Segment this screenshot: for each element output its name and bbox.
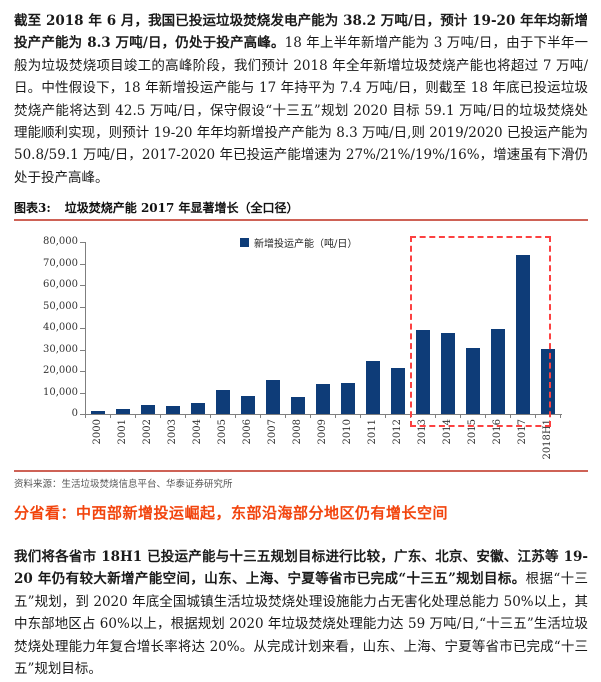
x-axis-tick xyxy=(160,414,161,418)
x-axis-tick xyxy=(110,414,111,418)
bar-2016 xyxy=(490,329,505,414)
paragraph2-bold-lead: 我们将各省市 18H1 已投运产能与十三五规划目标进行比较，广东、北京、安徽、江… xyxy=(14,549,588,588)
chart-legend: 新增投运产能（吨/日） xyxy=(240,235,357,250)
x-axis-label-2011: 2011 xyxy=(366,419,378,445)
bar-2004 xyxy=(190,403,205,414)
x-axis-label-2010: 2010 xyxy=(341,419,353,445)
figure-number-label: 图表3: xyxy=(14,201,51,215)
x-axis-label-2005: 2005 xyxy=(216,419,228,445)
x-axis-label-2002: 2002 xyxy=(141,419,153,445)
y-axis-tick xyxy=(80,393,85,394)
section-heading: 分省看：中西部新增投运崛起，东部沿海部分地区仍有增长空间 xyxy=(14,504,449,522)
x-axis-tick xyxy=(510,414,511,418)
figure-bottom-rule xyxy=(14,470,588,472)
y-axis-tick xyxy=(80,285,85,286)
bar-2001 xyxy=(115,409,130,414)
x-axis-label-2007: 2007 xyxy=(266,419,278,445)
bar-2003 xyxy=(165,406,180,414)
bar-2017 xyxy=(515,255,530,414)
paragraph1-bold-lead: 截至 2018 年 6 月，我国已投运垃圾焚烧发电产能为 38.2 万吨/日，预… xyxy=(14,13,588,52)
x-axis-tick xyxy=(260,414,261,418)
x-axis-label-2012: 2012 xyxy=(391,419,403,445)
figure-title-rule xyxy=(14,219,588,221)
highlight-box xyxy=(410,236,551,427)
bar-chart: 0 10,000 20,000 30,000 40,000 50,000 60,000 70,… xyxy=(0,228,601,473)
x-axis-tick xyxy=(535,414,536,418)
x-axis-tick xyxy=(235,414,236,418)
figure-title-row: 图表3: 垃圾焚烧产能 2017 年显著增长（全口径） xyxy=(14,199,588,216)
x-axis-tick xyxy=(435,414,436,418)
x-axis-tick xyxy=(85,414,86,418)
x-axis-tick xyxy=(485,414,486,418)
bar-2011 xyxy=(365,361,380,414)
y-axis-label: 30,000 xyxy=(43,344,78,355)
bar-2012 xyxy=(390,368,405,414)
bar-2013 xyxy=(415,330,430,414)
bar-2007 xyxy=(265,380,280,414)
x-axis-label-2009: 2009 xyxy=(316,419,328,445)
x-axis-tick xyxy=(210,414,211,418)
paragraph-capacity-overview: 截至 2018 年 6 月，我国已投运垃圾焚烧发电产能为 38.2 万吨/日，预… xyxy=(14,10,588,189)
bar-2002 xyxy=(140,405,155,414)
paragraph1-regular: 18 年上半年新增产能为 3 万吨/日，由于下半年一般为垃圾焚烧项目竣工的高峰阶… xyxy=(14,35,588,186)
y-axis-label: 20,000 xyxy=(43,365,78,376)
y-axis-label: 0 xyxy=(71,408,78,419)
x-axis-label-2001: 2001 xyxy=(116,419,128,445)
y-axis-tick xyxy=(80,264,85,265)
bar-2010 xyxy=(340,383,355,414)
y-axis-tick xyxy=(80,371,85,372)
bar-2014 xyxy=(440,333,455,414)
y-axis-tick xyxy=(80,328,85,329)
y-axis-tick xyxy=(80,350,85,351)
y-axis-label: 50,000 xyxy=(43,301,78,312)
bar-2000 xyxy=(90,411,105,414)
y-axis-label: 10,000 xyxy=(43,387,78,398)
x-axis-label-2000: 2000 xyxy=(91,419,103,445)
y-axis-tick xyxy=(80,414,85,415)
x-axis-tick xyxy=(385,414,386,418)
paragraph-province-comparison: 我们将各省市 18H1 已投运产能与十三五规划目标进行比较，广东、北京、安徽、江… xyxy=(14,546,588,680)
x-axis-tick xyxy=(310,414,311,418)
bar-2006 xyxy=(240,396,255,414)
x-axis-tick xyxy=(560,414,561,418)
x-axis-tick xyxy=(285,414,286,418)
x-axis-label-2004: 2004 xyxy=(191,419,203,445)
bar-2005 xyxy=(215,390,230,414)
legend-label: 新增投运产能（吨/日） xyxy=(254,239,358,250)
figure-title: 垃圾焚烧产能 2017 年显著增长（全口径） xyxy=(64,201,299,215)
x-axis-tick xyxy=(335,414,336,418)
paragraph2-regular: 根据“十三五”规划，到 2020 年底全国城镇生活垃圾焚烧处理设施能力占无害化处… xyxy=(14,571,588,678)
y-axis-tick xyxy=(80,307,85,308)
figure-source: 资料来源：生活垃圾焚烧信息平台、华泰证券研究所 xyxy=(14,479,233,490)
x-axis-tick xyxy=(135,414,136,418)
x-axis-tick xyxy=(360,414,361,418)
y-axis-label: 80,000 xyxy=(43,236,78,247)
y-axis-label: 40,000 xyxy=(43,322,78,333)
legend-swatch xyxy=(240,238,249,247)
bar-2008 xyxy=(290,397,305,414)
x-axis-tick xyxy=(460,414,461,418)
bar-2018H1 xyxy=(540,349,555,414)
y-axis-line xyxy=(85,242,86,415)
x-axis-line xyxy=(85,414,562,415)
x-axis-label-2008: 2008 xyxy=(291,419,303,445)
x-axis-label-2006: 2006 xyxy=(241,419,253,445)
x-axis-tick xyxy=(185,414,186,418)
x-axis-label-2003: 2003 xyxy=(166,419,178,445)
bar-2015 xyxy=(465,348,480,414)
bar-2009 xyxy=(315,384,330,414)
y-axis-label: 60,000 xyxy=(43,279,78,290)
y-axis-label: 70,000 xyxy=(43,258,78,269)
y-axis-tick xyxy=(80,242,85,243)
